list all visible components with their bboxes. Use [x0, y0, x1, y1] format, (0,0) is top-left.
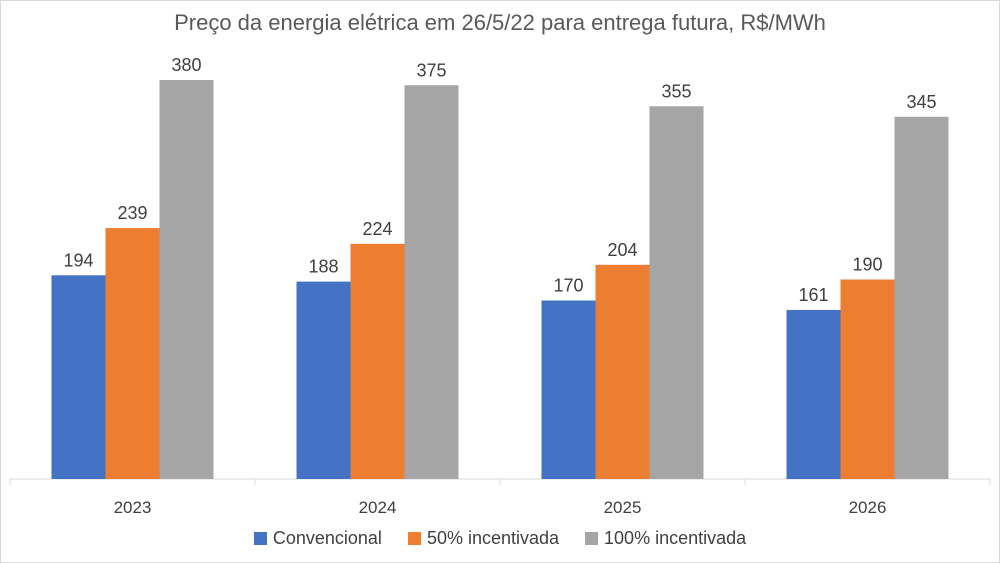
x-tick-label-2025: 2025: [604, 498, 642, 517]
data-label-convencional-2026: 161: [798, 285, 828, 305]
bar-convencional-2025: [541, 300, 596, 479]
legend-label-convencional: Convencional: [272, 528, 382, 548]
x-tick-label-2024: 2024: [359, 498, 397, 517]
legend-swatch-100-incentivada: [585, 532, 599, 545]
legend-swatch-convencional: [253, 532, 267, 545]
bar-100-incentivada-2026: [894, 116, 949, 479]
legend-label-100-incentivada: 100% incentivada: [604, 528, 747, 548]
bar-50-incentivada-2025: [595, 264, 650, 479]
bar-100-incentivada-2025: [649, 106, 704, 479]
legend-item-100-incentivada: 100% incentivada: [585, 528, 746, 549]
data-label-50-incentivada-2024: 224: [362, 219, 392, 239]
legend-label-50-incentivada: 50% incentivada: [426, 528, 560, 548]
data-label-convencional-2025: 170: [553, 276, 583, 296]
bar-50-incentivada-2026: [840, 279, 895, 479]
bar-100-incentivada-2024: [404, 85, 459, 479]
bar-convencional-2026: [786, 309, 841, 479]
data-label-100-incentivada-2024: 375: [416, 60, 446, 80]
data-label-convencional-2024: 188: [308, 257, 338, 277]
x-tick-label-2023: 2023: [114, 498, 152, 517]
data-label-50-incentivada-2026: 190: [852, 255, 882, 275]
bar-convencional-2024: [296, 281, 351, 479]
bar-convencional-2023: [51, 275, 106, 479]
bar-100-incentivada-2023: [159, 80, 214, 479]
legend-item-50-incentivada: 50% incentivada: [407, 528, 560, 549]
data-label-100-incentivada-2025: 355: [661, 81, 691, 101]
data-label-100-incentivada-2026: 345: [906, 92, 936, 112]
bar-50-incentivada-2024: [350, 243, 405, 479]
data-label-convencional-2023: 194: [63, 250, 93, 270]
data-label-100-incentivada-2023: 380: [171, 55, 201, 75]
legend-item-convencional: Convencional: [253, 528, 382, 549]
chart-title: Preço da energia elétrica em 26/5/22 par…: [174, 10, 826, 35]
data-label-50-incentivada-2025: 204: [607, 240, 637, 260]
data-label-50-incentivada-2023: 239: [117, 203, 147, 223]
x-tick-label-2026: 2026: [849, 498, 887, 517]
bar-50-incentivada-2023: [105, 228, 160, 479]
legend-swatch-50-incentivada: [407, 532, 421, 545]
legend: Convencional 50% incentivada 100% incent…: [0, 528, 1000, 549]
